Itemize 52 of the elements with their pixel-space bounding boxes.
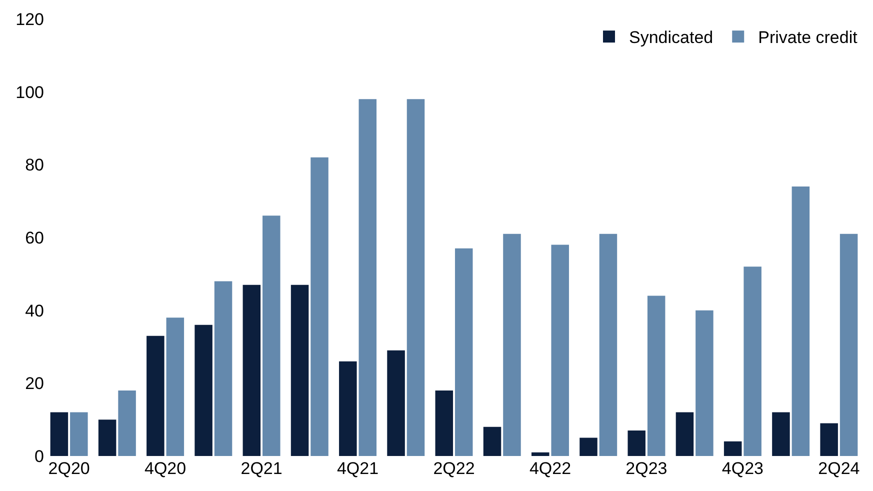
x-tick-label: 2Q23 bbox=[626, 459, 668, 478]
x-tick-label: 4Q21 bbox=[336, 459, 379, 478]
bar bbox=[820, 423, 838, 456]
bar bbox=[262, 216, 280, 456]
y-tick-label: 20 bbox=[25, 374, 44, 394]
y-tick-label: 100 bbox=[16, 82, 44, 102]
x-tick-label: 2Q20 bbox=[48, 459, 90, 478]
bar bbox=[676, 412, 694, 456]
legend-label: Private credit bbox=[758, 28, 858, 48]
bar bbox=[339, 361, 357, 456]
y-tick-label: 0 bbox=[34, 446, 44, 466]
bar bbox=[50, 412, 68, 456]
bar bbox=[310, 157, 328, 456]
x-tick-label: 2Q21 bbox=[240, 459, 282, 478]
bar bbox=[647, 296, 666, 456]
bar bbox=[290, 284, 309, 456]
x-tick-label: 2Q24 bbox=[818, 459, 860, 478]
bar bbox=[772, 412, 790, 456]
bar bbox=[628, 430, 646, 456]
y-tick-label: 60 bbox=[25, 228, 44, 248]
bar bbox=[242, 284, 261, 456]
bar bbox=[146, 336, 164, 456]
y-tick-label: 80 bbox=[25, 156, 44, 175]
bar bbox=[435, 390, 454, 456]
bar bbox=[792, 186, 810, 456]
bar bbox=[214, 281, 232, 456]
bar bbox=[840, 234, 858, 456]
bar bbox=[724, 441, 742, 456]
x-tick-label: 2Q22 bbox=[433, 459, 475, 478]
bar bbox=[696, 310, 714, 456]
y-tick-label: 40 bbox=[25, 301, 44, 320]
bar bbox=[599, 234, 618, 456]
bar bbox=[70, 412, 88, 456]
bar bbox=[194, 324, 212, 456]
bar bbox=[166, 318, 184, 456]
bar bbox=[551, 244, 569, 456]
bar bbox=[483, 426, 502, 456]
bar bbox=[98, 420, 116, 456]
y-tick-label: 120 bbox=[16, 10, 44, 29]
x-tick-label: 4Q22 bbox=[529, 459, 572, 478]
bar bbox=[358, 99, 377, 456]
bar bbox=[406, 99, 425, 456]
x-tick-label: 4Q20 bbox=[144, 459, 186, 478]
bar bbox=[454, 248, 473, 456]
x-tick-label: 4Q23 bbox=[722, 459, 764, 478]
bar bbox=[118, 390, 136, 456]
bar bbox=[744, 266, 762, 456]
bar bbox=[503, 234, 521, 456]
bar bbox=[531, 452, 550, 456]
bar bbox=[580, 438, 598, 456]
bar bbox=[387, 350, 405, 456]
legend-label: Syndicated bbox=[629, 28, 714, 48]
